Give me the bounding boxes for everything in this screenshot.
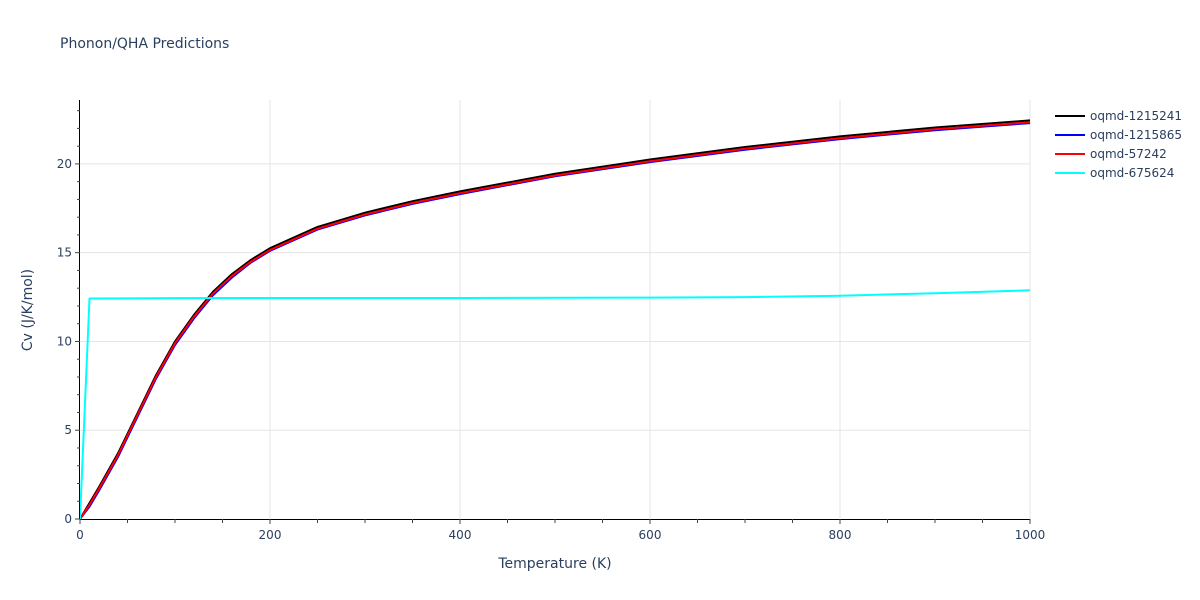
svg-text:400: 400	[449, 528, 472, 542]
legend-item[interactable]: oqmd-1215865	[1055, 125, 1182, 144]
legend-swatch-icon	[1055, 133, 1085, 136]
legend-label: oqmd-57242	[1090, 146, 1167, 161]
legend-item[interactable]: oqmd-57242	[1055, 144, 1182, 163]
chart-title: Phonon/QHA Predictions	[60, 36, 230, 52]
series-line-oqmd-57242[interactable]	[79, 121, 1031, 520]
legend-label: oqmd-1215865	[1090, 127, 1183, 142]
y-axis-title: Cv (J/K/mol)	[20, 269, 36, 351]
legend-swatch-icon	[1055, 152, 1085, 155]
x-axis-title: Temperature (K)	[497, 556, 611, 572]
axes: 0 200 400 600 800 1000 0 5 10 15 20	[57, 100, 1046, 542]
grid-lines	[80, 100, 1031, 519]
svg-text:800: 800	[829, 528, 852, 542]
series-line-oqmd-1215241[interactable]	[79, 119, 1031, 520]
legend-item[interactable]: oqmd-1215241	[1055, 106, 1182, 125]
svg-text:200: 200	[259, 528, 282, 542]
svg-text:600: 600	[639, 528, 662, 542]
svg-text:0: 0	[76, 528, 84, 542]
svg-text:10: 10	[57, 334, 72, 348]
svg-text:0: 0	[64, 512, 72, 526]
series-line-oqmd-675624[interactable]	[79, 289, 1031, 520]
svg-text:15: 15	[57, 246, 72, 260]
svg-text:5: 5	[64, 423, 72, 437]
svg-text:1000: 1000	[1015, 528, 1046, 542]
series-line-oqmd-1215865[interactable]	[79, 122, 1031, 520]
legend-item[interactable]: oqmd-675624	[1055, 163, 1182, 182]
legend-label: oqmd-1215241	[1090, 108, 1183, 123]
legend: oqmd-1215241 oqmd-1215865 oqmd-57242 oqm…	[1055, 106, 1182, 182]
legend-swatch-icon	[1055, 114, 1085, 117]
series-lines	[79, 119, 1031, 520]
svg-text:20: 20	[57, 157, 72, 171]
legend-label: oqmd-675624	[1090, 165, 1175, 180]
legend-swatch-icon	[1055, 171, 1085, 174]
